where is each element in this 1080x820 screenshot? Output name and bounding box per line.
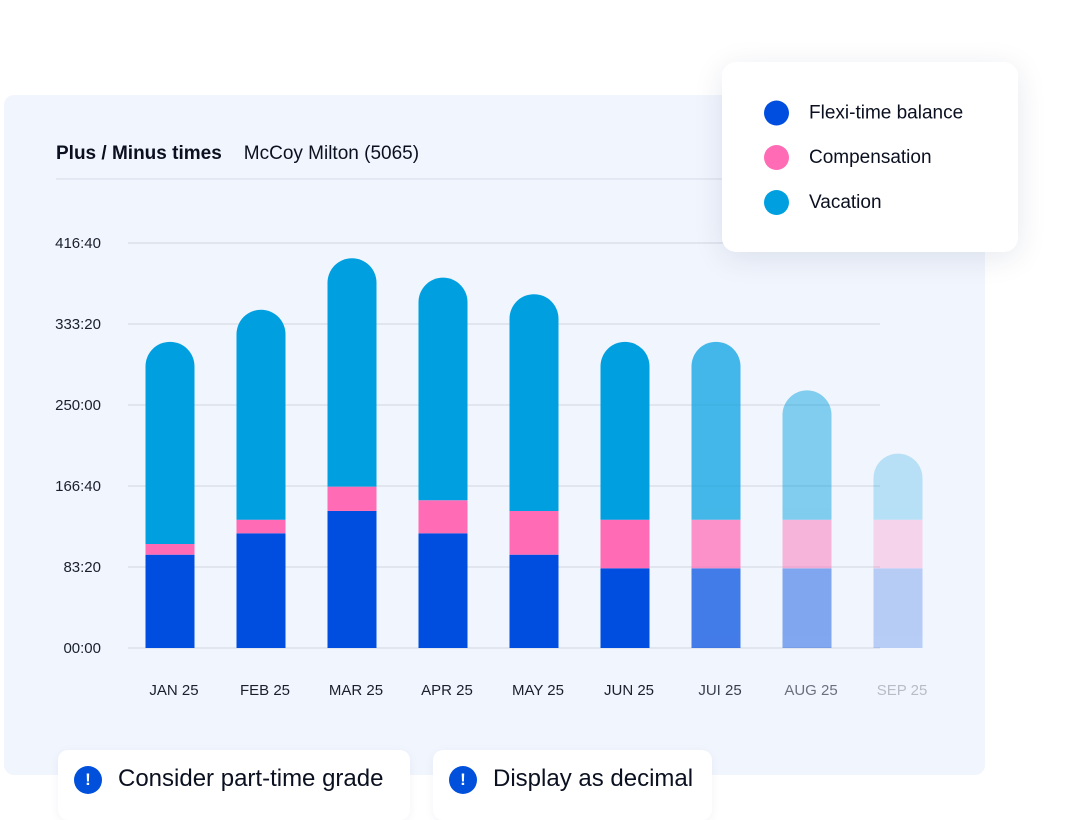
bar-group-aug-25[interactable] [782,390,832,648]
bar-compensation[interactable] [509,510,559,555]
legend-item-compensation: Compensation [764,145,932,170]
x-tick-label: SEP 25 [877,682,928,699]
x-tick-label: MAY 25 [512,682,564,699]
legend-item-vacation: Vacation [764,190,882,215]
bar-compensation[interactable] [782,519,832,569]
y-tick-label: 333:20 [55,316,101,333]
bar-flexi-time-balance[interactable] [782,568,832,648]
bar-compensation[interactable] [600,519,650,569]
bar-flexi-time-balance[interactable] [873,568,923,648]
y-tick-label: 00:00 [63,640,101,657]
bar-compensation[interactable] [145,543,195,555]
bar-vacation[interactable] [691,341,741,520]
legend-dot-flexi-icon [764,100,789,126]
bar-vacation[interactable] [509,294,559,511]
bar-group-jui-25[interactable] [691,341,741,648]
x-tick-label: MAR 25 [329,682,383,699]
bar-vacation[interactable] [236,309,286,520]
bar-flexi-time-balance[interactable] [600,568,650,648]
bar-compensation[interactable] [236,519,286,534]
button-label: Display as decimal [493,765,694,792]
legend-label: Compensation [809,146,932,168]
legend-item-flexi: Flexi-time balance [764,100,964,126]
bar-vacation[interactable] [873,453,923,520]
bar-flexi-time-balance[interactable] [145,554,195,648]
exclamation-icon: ! [449,766,477,794]
header-divider [56,178,736,180]
x-tick-label: JUI 25 [698,682,741,699]
bar-compensation[interactable] [327,486,377,511]
y-tick-label: 416:40 [55,235,101,252]
x-tick-label: AUG 25 [784,682,837,699]
button-label: Consider part-time grade [118,765,384,792]
y-tick-label: 166:40 [55,478,101,495]
display-as-decimal-button[interactable]: ! Display as decimal [433,750,712,820]
y-tick-label: 83:20 [63,559,101,576]
legend-dot-compensation-icon [764,145,789,170]
x-tick-label: JAN 25 [149,682,198,699]
x-tick-label: FEB 25 [240,682,290,699]
x-tick-label: JUN 25 [604,682,654,699]
bar-compensation[interactable] [418,500,468,534]
bar-flexi-time-balance[interactable] [418,533,468,648]
bar-vacation[interactable] [145,341,195,544]
y-tick-label: 250:00 [55,397,101,414]
bar-flexi-time-balance[interactable] [509,554,559,648]
consider-part-time-grade-button[interactable]: ! Consider part-time grade [58,750,410,820]
legend-label: Flexi-time balance [809,102,964,123]
bar-flexi-time-balance[interactable] [327,510,377,648]
legend-label: Vacation [809,191,882,213]
bar-flexi-time-balance[interactable] [236,533,286,648]
bar-group-feb-25[interactable] [236,309,286,648]
chart-title: Plus / Minus times [56,143,222,164]
bar-vacation[interactable] [418,277,468,501]
bar-vacation[interactable] [327,258,377,487]
x-tick-label: APR 25 [421,682,473,699]
bar-compensation[interactable] [691,519,741,569]
legend-dot-vacation-icon [764,190,789,215]
bar-compensation[interactable] [873,519,923,569]
employee-name[interactable]: McCoy Milton (5065) [243,143,420,164]
bar-flexi-time-balance[interactable] [691,568,741,648]
bar-group-mar-25[interactable] [327,258,377,648]
bar-group-apr-25[interactable] [418,277,468,648]
legend: Flexi-time balance Compensation Vacation [722,62,1018,252]
bar-vacation[interactable] [782,390,832,520]
bar-vacation[interactable] [600,341,650,520]
chart-header: Plus / Minus times McCoy Milton (5065) [56,143,419,165]
bar-group-sep-25[interactable] [873,453,923,648]
bar-group-jan-25[interactable] [145,341,195,648]
bar-group-may-25[interactable] [509,294,559,648]
bar-group-jun-25[interactable] [600,341,650,648]
exclamation-icon: ! [74,766,102,794]
